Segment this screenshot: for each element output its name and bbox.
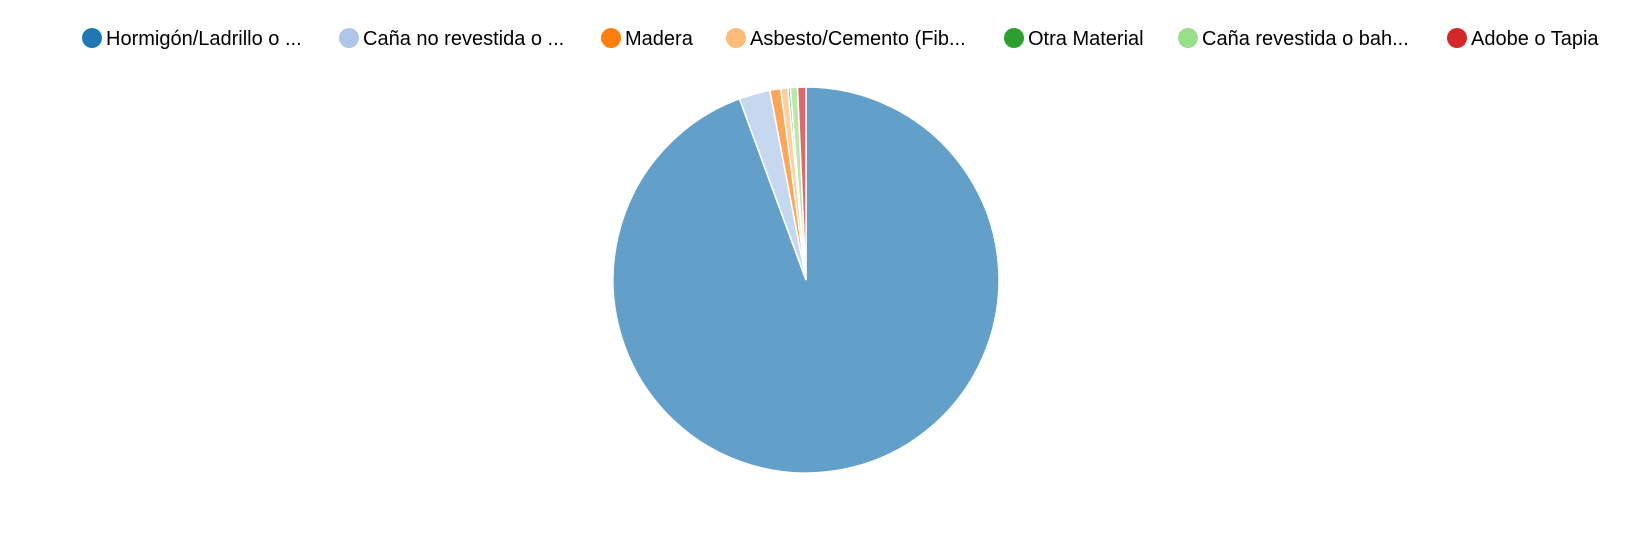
legend-swatch [1004, 28, 1024, 48]
legend-item[interactable]: Caña revestida o bah... [1178, 28, 1409, 50]
legend-swatch [339, 28, 359, 48]
legend-label: Hormigón/Ladrillo o ... [106, 28, 302, 50]
legend-item[interactable]: Caña no revestida o ... [339, 28, 564, 50]
pie-slices [612, 86, 1000, 474]
legend-swatch [82, 28, 102, 48]
legend-swatch [601, 28, 621, 48]
legend-item[interactable]: Hormigón/Ladrillo o ... [82, 28, 302, 50]
legend-label: Asbesto/Cemento (Fib... [750, 28, 966, 50]
legend-label: Caña revestida o bah... [1202, 28, 1409, 50]
legend-label: Caña no revestida o ... [363, 28, 564, 50]
legend-swatch [1178, 28, 1198, 48]
legend-label: Adobe o Tapia [1471, 28, 1599, 50]
pie-slice[interactable] [796, 86, 807, 281]
legend-swatch [726, 28, 746, 48]
legend-item[interactable]: Asbesto/Cemento (Fib... [726, 28, 966, 50]
chart-legend: Hormigón/Ladrillo o ... Caña no revestida… [82, 28, 1599, 50]
legend-item[interactable]: Madera [601, 28, 694, 50]
legend-item[interactable]: Adobe o Tapia [1447, 28, 1599, 50]
legend-label: Otra Material [1028, 28, 1144, 50]
legend-label: Madera [625, 28, 694, 50]
legend-item[interactable]: Otra Material [1004, 28, 1144, 50]
legend-swatch [1447, 28, 1467, 48]
